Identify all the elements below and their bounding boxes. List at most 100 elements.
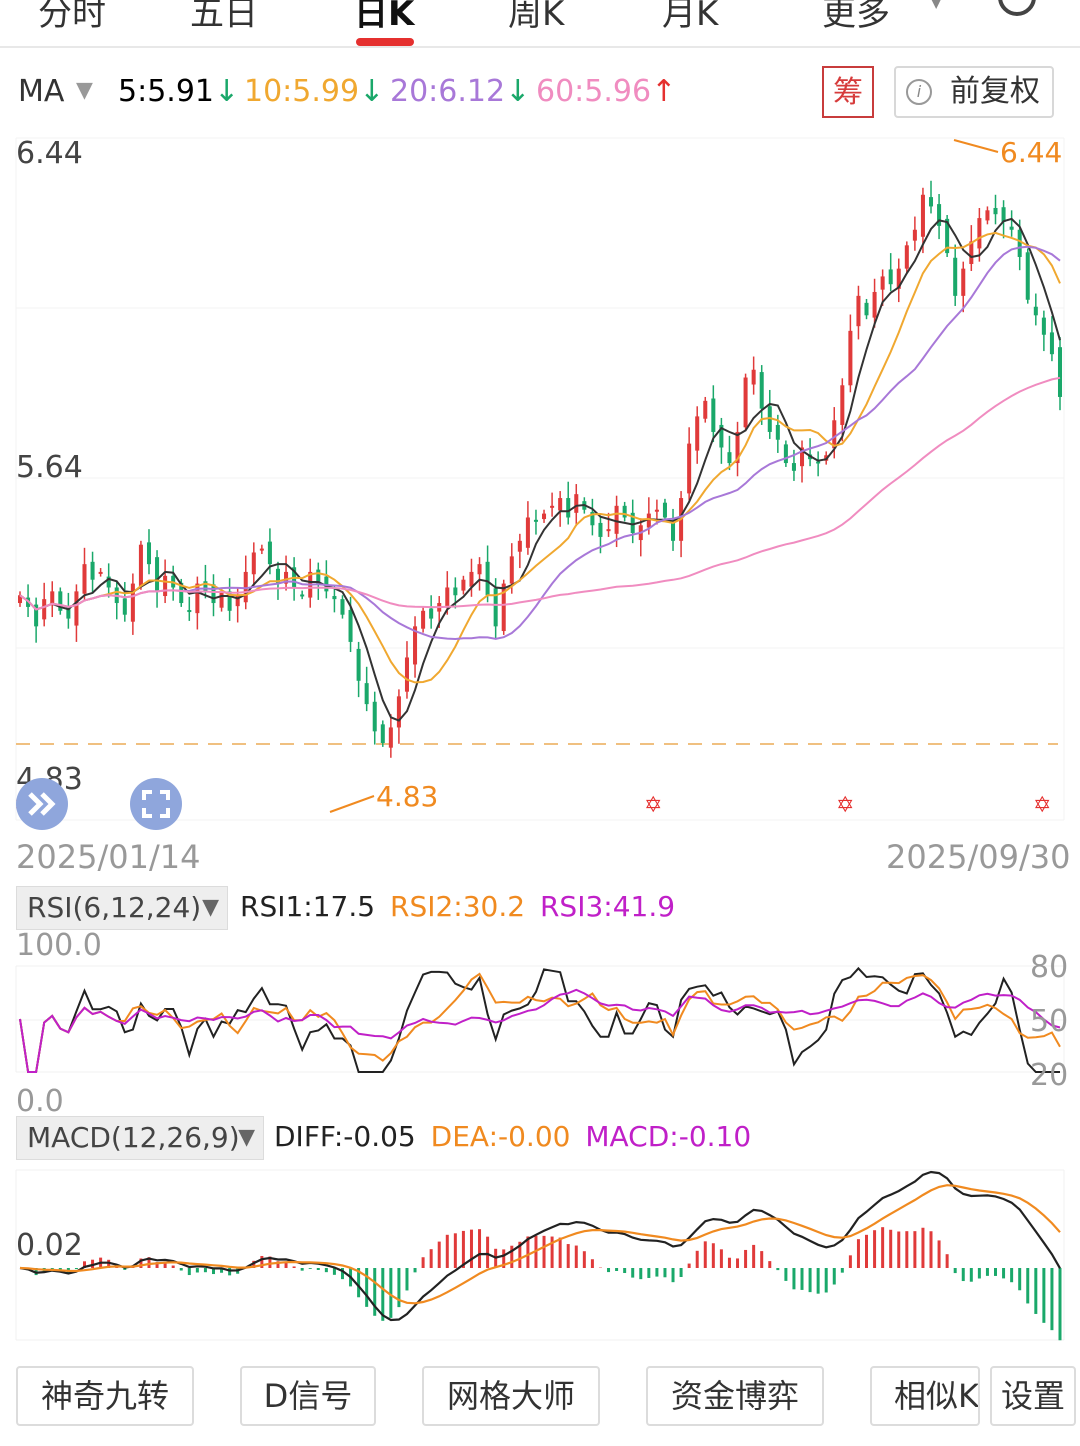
candle-body — [904, 245, 909, 269]
candle-body — [66, 606, 71, 619]
tab-monthly-k[interactable]: 月K — [662, 0, 719, 34]
macd-selector-label: MACD(12,26,9) — [27, 1121, 240, 1154]
macd-selector[interactable]: MACD(12,26,9) ▼ — [16, 1116, 264, 1160]
candle-body — [58, 591, 63, 611]
candle-body — [42, 599, 47, 620]
candle-body — [1041, 317, 1046, 335]
macd-value: MACD:-0.10 — [585, 1120, 752, 1153]
candle-body — [356, 648, 361, 681]
ma60-line — [19, 376, 1061, 611]
candle-body — [227, 591, 232, 611]
candle-body — [130, 583, 135, 622]
star-icon[interactable]: ✡ — [836, 793, 854, 818]
rsi3-value: RSI3:41.9 — [539, 890, 676, 923]
candle-body — [243, 571, 248, 603]
similar-k-button[interactable]: 相似K — [870, 1366, 980, 1426]
macd-histogram — [26, 1227, 1062, 1341]
candle-body — [453, 587, 458, 596]
tab-minute[interactable]: 分时 — [38, 0, 106, 34]
candle-body — [284, 571, 289, 584]
tab-five-day[interactable]: 五日 — [190, 0, 258, 34]
candle-body — [1025, 252, 1030, 300]
candle-body — [163, 575, 168, 597]
candle-body — [945, 218, 950, 254]
candle-body — [735, 431, 740, 464]
candle-body — [187, 610, 192, 613]
candle-body — [751, 369, 756, 385]
rsi-selector[interactable]: RSI(6,12,24) ▼ — [16, 886, 228, 930]
macd-lines — [19, 1170, 1061, 1322]
fund-game-button[interactable]: 资金博弈 — [646, 1366, 824, 1426]
candle-body — [348, 610, 353, 642]
candle-body — [783, 444, 788, 464]
candle-body — [340, 599, 345, 615]
x-axis-start-date: 2025/01/14 — [16, 838, 201, 876]
star-icon[interactable]: ✡ — [1033, 793, 1051, 818]
collapse-panel-button[interactable] — [16, 778, 68, 830]
candle-body — [275, 568, 280, 584]
candle-body — [630, 512, 635, 534]
candle-body — [662, 502, 667, 518]
candle-body — [429, 608, 434, 619]
candle-body — [566, 498, 571, 518]
adjust-price-button[interactable]: i 前复权 — [894, 66, 1054, 118]
tab-daily-k[interactable]: 日K — [354, 0, 415, 34]
star-icon[interactable]: ✡ — [644, 793, 662, 818]
candle-body — [977, 218, 982, 249]
macd-values: DIFF:-0.05 DEA:-0.00 MACD:-0.10 — [274, 1120, 757, 1153]
grid-master-button[interactable]: 网格大师 — [422, 1366, 600, 1426]
candle-body — [259, 548, 264, 551]
dea-line — [19, 1184, 1061, 1305]
high-marker-line — [953, 139, 999, 153]
candle-body — [421, 610, 426, 629]
candle-body — [1001, 207, 1006, 222]
candle-body — [146, 542, 152, 565]
settings-button[interactable]: 设置 — [990, 1366, 1076, 1426]
candle-body — [711, 398, 716, 432]
chevron-down-icon[interactable]: ▼ — [930, 0, 943, 11]
candle-body — [848, 330, 853, 386]
magic-nine-button[interactable]: 神奇九转 — [16, 1366, 194, 1426]
candle-body — [912, 229, 917, 241]
candle-body — [316, 569, 321, 584]
candle-body — [961, 268, 966, 296]
ma-dropdown-icon[interactable]: ▼ — [76, 78, 93, 103]
rsi1-value: RSI1:17.5 — [240, 890, 376, 923]
candle-body — [413, 626, 418, 665]
candle-body — [122, 598, 127, 615]
diff-line — [19, 1170, 1061, 1322]
candle-body — [1049, 332, 1054, 355]
fullscreen-button[interactable] — [130, 778, 182, 830]
rsi1-line — [19, 966, 1060, 1073]
ma5-value: 5:5.91↓ — [118, 74, 240, 109]
chip-distribution-button[interactable]: 筹 — [822, 66, 874, 118]
candle-body — [106, 576, 111, 588]
candle-body — [791, 463, 796, 471]
candle-body — [703, 400, 708, 419]
fullscreen-icon — [142, 790, 170, 818]
candle-body — [1017, 229, 1022, 257]
candle-body — [477, 564, 482, 575]
candle-body — [864, 302, 869, 316]
y-axis-top-label: 6.44 — [16, 136, 83, 171]
candle-body — [469, 571, 474, 587]
rsi-values: RSI1:17.5 RSI2:30.2 RSI3:41.9 — [240, 890, 681, 923]
chevron-down-icon: ▼ — [202, 895, 219, 920]
ma-label[interactable]: MA — [18, 74, 65, 109]
candle-body — [388, 727, 393, 748]
tab-more[interactable]: 更多 — [822, 0, 890, 34]
candle-body — [550, 505, 555, 508]
kline-chart-area[interactable]: 6.44 4.83 ✡ ✡ ✡ ✡ — [0, 0, 1080, 1350]
candle-body — [695, 416, 700, 451]
candle-body — [195, 583, 200, 614]
candle-body — [203, 581, 208, 592]
tab-weekly-k[interactable]: 周K — [508, 0, 565, 34]
d-signal-button[interactable]: D信号 — [240, 1366, 376, 1426]
candle-body — [920, 194, 925, 237]
candle-body — [364, 683, 369, 705]
y-axis-mid-label: 5.64 — [16, 450, 83, 485]
candle-body — [90, 561, 95, 580]
candle-body — [727, 452, 732, 464]
candle-body — [671, 522, 676, 541]
candle-body — [953, 257, 958, 296]
